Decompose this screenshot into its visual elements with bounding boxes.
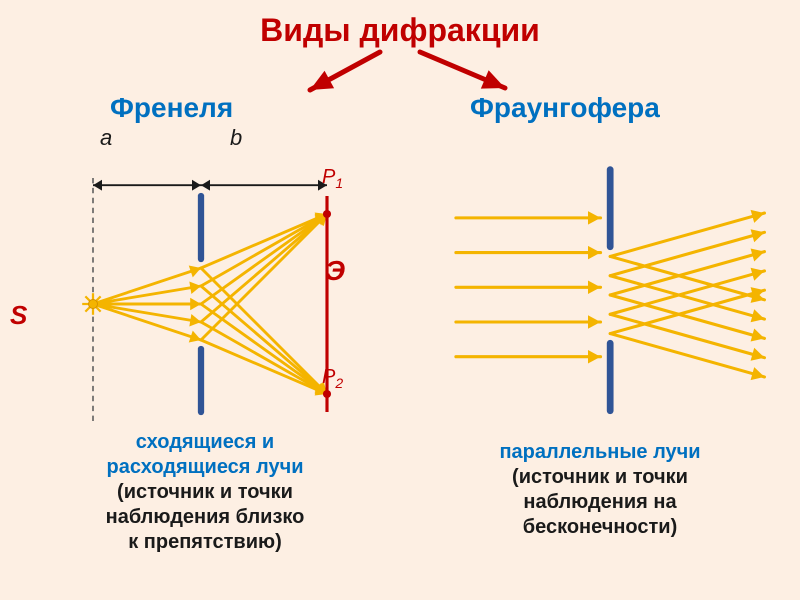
fresnel-caption: сходящиеся ирасходящиеся лучи(источник и…: [55, 430, 355, 555]
label-b: b: [230, 125, 242, 151]
label-point-P1: P1: [322, 166, 343, 191]
fraunhofer-diagram: [445, 160, 785, 430]
fraunhofer-title: Фраунгофера: [470, 92, 660, 124]
label-source-S: S: [10, 300, 27, 331]
label-point-P2: P2: [322, 366, 343, 391]
fraunhofer-caption: параллельные лучи(источник и точкинаблюд…: [450, 440, 750, 540]
fresnel-title: Френеля: [110, 92, 233, 124]
label-screen-E: Э: [325, 255, 345, 287]
label-a: a: [100, 125, 112, 151]
